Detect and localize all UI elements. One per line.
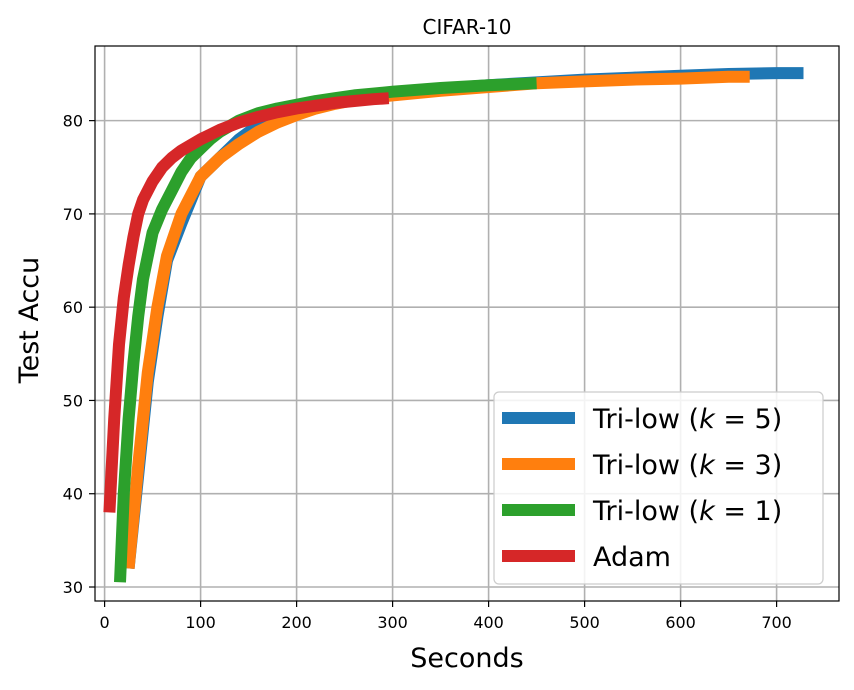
- x-tick-label: 500: [569, 613, 600, 632]
- y-axis-ticks: 30 40 50 60 70 80: [63, 112, 95, 597]
- x-axis-label: Seconds: [410, 643, 523, 674]
- chart-title: CIFAR-10: [423, 15, 512, 39]
- legend-label-3: Adam: [593, 542, 671, 573]
- legend-box: [493, 391, 824, 585]
- legend-label-suffix: = 5): [715, 404, 783, 435]
- y-tick-label: 80: [63, 112, 83, 131]
- x-tick-label: 600: [665, 613, 696, 632]
- legend-label-2: Tri-low (k = 1): [592, 496, 782, 527]
- legend-label-suffix: = 1): [715, 496, 783, 527]
- y-tick-label: 30: [63, 578, 83, 597]
- x-tick-label: 300: [377, 613, 408, 632]
- plot-frame: [94, 45, 840, 602]
- legend-label-1: Tri-low (k = 3): [592, 450, 782, 481]
- y-axis-label: Test Accu: [14, 257, 45, 385]
- grid: [95, 46, 839, 601]
- legend-label-suffix: = 3): [715, 450, 783, 481]
- legend-label-text: Tri-low (: [592, 496, 699, 527]
- series-lines: [103, 67, 804, 583]
- legend-label-var: k: [699, 404, 716, 435]
- x-tick-label: 100: [185, 613, 216, 632]
- y-tick-label: 70: [63, 205, 83, 224]
- y-tick-label: 50: [63, 391, 83, 410]
- legend-label-0: Tri-low (k = 5): [592, 404, 782, 435]
- y-tick-label: 40: [63, 485, 83, 504]
- series-line-3: [103, 92, 390, 513]
- x-tick-label: 700: [761, 613, 792, 632]
- legend-label-text: Tri-low (: [592, 450, 699, 481]
- legend-label-var: k: [699, 496, 716, 527]
- legend-label-text: Adam: [593, 542, 671, 573]
- legend-label-var: k: [699, 450, 716, 481]
- x-tick-label: 200: [281, 613, 312, 632]
- legend: Tri-low (k = 5)Tri-low (k = 3)Tri-low (k…: [493, 391, 824, 585]
- legend-label-text: Tri-low (: [592, 404, 699, 435]
- x-tick-label: 0: [100, 613, 110, 632]
- y-tick-label: 60: [63, 298, 83, 317]
- x-tick-label: 400: [473, 613, 504, 632]
- x-axis-ticks: 0 100 200 300 400 500 600 700: [100, 601, 792, 632]
- series-line-2: [114, 77, 537, 583]
